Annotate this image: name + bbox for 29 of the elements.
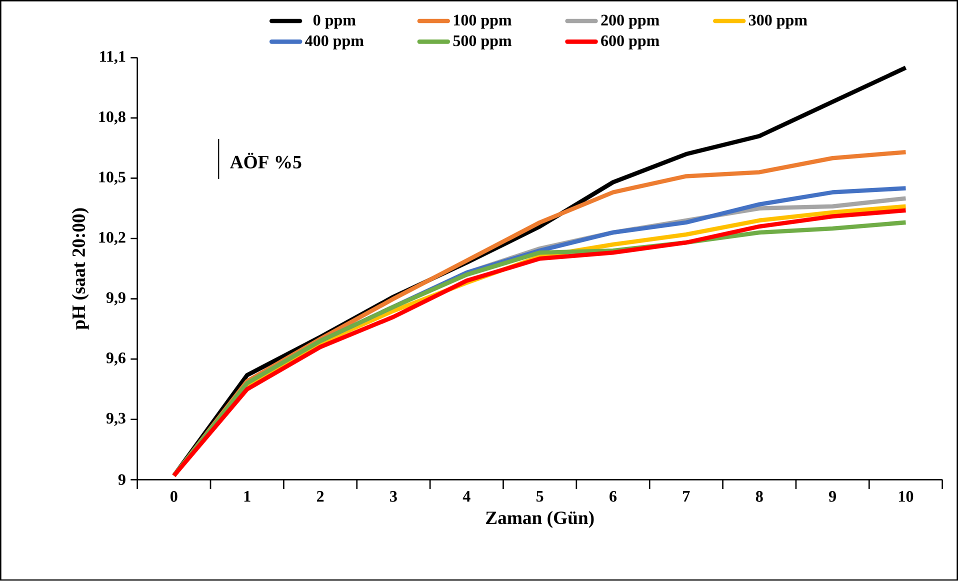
legend-label: 300 ppm — [749, 14, 808, 29]
y-tick-label: 10,8 — [99, 112, 126, 125]
legend-label: 100 ppm — [454, 14, 512, 29]
x-tick-label: 3 — [390, 491, 397, 502]
x-tick-label: 1 — [244, 491, 250, 502]
x-tick-label: 2 — [316, 491, 324, 502]
x-tick-label: 4 — [462, 491, 470, 502]
legend-label: 0 ppm — [313, 14, 356, 29]
x-tick-label: 10 — [899, 491, 914, 502]
x-tick-label: 9 — [829, 491, 836, 502]
y-tick-label: 9,3 — [106, 413, 126, 426]
x-axis-title: Zaman (Gün) — [486, 511, 594, 528]
legend-label: 400 ppm — [305, 36, 364, 50]
legend-label: 200 ppm — [601, 14, 660, 29]
legend-label: 500 ppm — [453, 36, 512, 50]
y-tick-label: 9,9 — [106, 292, 126, 306]
x-tick-label: 5 — [536, 491, 544, 502]
x-tick-label: 7 — [683, 491, 690, 502]
y-tick-label: 10,2 — [99, 232, 126, 246]
x-tick-label: 6 — [610, 491, 617, 502]
x-tick-label: 8 — [756, 491, 763, 502]
y-tick-label: 9 — [118, 474, 126, 486]
y-tick-label: 11,1 — [100, 51, 126, 64]
y-tick-label: 10,5 — [99, 172, 126, 185]
y-tick-label: 9,6 — [106, 352, 126, 366]
y-axis-title: pH (saat 20:00) — [72, 208, 89, 330]
annotation: AÖF %5 — [230, 152, 302, 169]
legend-label: 600 ppm — [601, 36, 660, 50]
x-tick-label: 0 — [170, 491, 178, 502]
